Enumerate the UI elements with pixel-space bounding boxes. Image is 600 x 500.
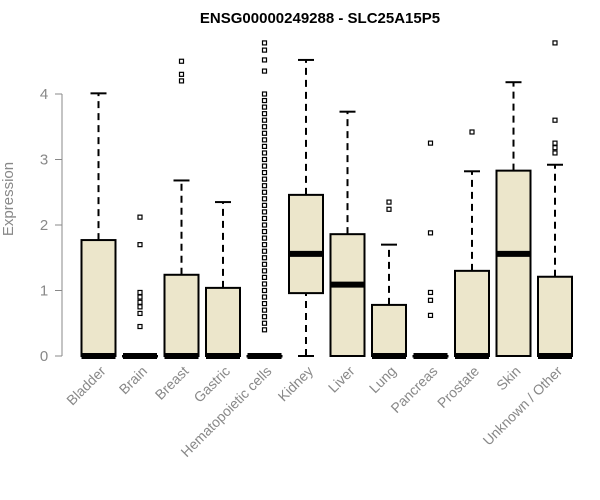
box: [205, 286, 241, 358]
outlier-point: [261, 301, 268, 307]
outlier-point: [261, 104, 268, 110]
outlier-point: [552, 40, 558, 46]
outlier-point: [137, 242, 143, 248]
outlier-point: [552, 145, 558, 151]
outlier-point: [261, 235, 268, 241]
x-tick-label: Prostate: [434, 363, 482, 411]
y-tick-label: 0: [40, 348, 48, 365]
x-tick-label: Bladder: [63, 363, 109, 409]
y-axis-label: Expression: [0, 162, 17, 236]
outlier-point: [178, 78, 185, 84]
outlier-point: [552, 140, 558, 146]
outlier-point: [137, 214, 143, 220]
outlier-point: [261, 57, 268, 63]
outlier-point: [178, 71, 185, 77]
outlier-point: [261, 320, 268, 326]
box: [371, 303, 407, 358]
x-tick-label: Kidney: [275, 363, 317, 405]
outlier-point: [427, 289, 434, 296]
outlier-point: [261, 150, 268, 156]
outlier-point: [552, 117, 558, 123]
outlier-point: [261, 307, 268, 313]
outlier-point: [261, 40, 268, 46]
outlier-point: [261, 137, 268, 143]
outlier-point: [137, 323, 143, 330]
outlier-point: [261, 242, 268, 248]
outlier-point: [261, 97, 268, 104]
box: [329, 233, 366, 357]
box: [163, 273, 200, 357]
outlier-point: [261, 268, 268, 274]
outlier-point: [261, 156, 268, 163]
outlier-point: [261, 222, 268, 228]
outlier-point: [178, 58, 185, 64]
y-tick-label: 1: [40, 283, 48, 300]
outlier-point: [469, 129, 475, 135]
outlier-point: [261, 68, 268, 74]
outlier-point: [261, 294, 268, 300]
outlier-point: [261, 189, 268, 195]
outlier-point: [427, 297, 434, 303]
box: [495, 169, 532, 357]
outlier-point: [261, 327, 268, 333]
outlier-point: [261, 117, 268, 123]
outlier-point: [261, 91, 268, 97]
outlier-point: [261, 47, 268, 53]
box: [80, 239, 117, 357]
outlier-point: [261, 163, 268, 169]
outlier-point: [137, 304, 143, 310]
x-tick-label: Unknown / Other: [480, 363, 566, 449]
outlier-point: [552, 150, 558, 156]
outlier-point: [261, 209, 268, 215]
y-tick-label: 2: [40, 217, 48, 234]
outlier-point: [261, 261, 268, 267]
outlier-point: [261, 143, 268, 149]
outlier-point: [137, 289, 143, 296]
outlier-point: [261, 281, 268, 287]
outlier-point: [427, 312, 434, 318]
outlier-point: [261, 111, 268, 117]
outlier-point: [261, 215, 268, 222]
y-tick-label: 3: [40, 152, 48, 169]
outlier-point: [261, 130, 268, 136]
outlier-point: [261, 287, 268, 294]
outlier-point: [261, 202, 268, 208]
outlier-point: [261, 170, 268, 176]
outlier-point: [261, 228, 268, 235]
outlier-point: [261, 183, 268, 189]
outlier-point: [137, 310, 143, 317]
outlier-point: [261, 314, 268, 320]
chart-title: ENSG00000249288 - SLC25A15P5: [200, 10, 440, 27]
x-tick-label: Breast: [152, 363, 192, 403]
x-tick-label: Skin: [493, 363, 524, 394]
outlier-point: [386, 199, 392, 205]
y-tick-label: 4: [40, 86, 48, 103]
outlier-point: [386, 206, 392, 212]
box: [454, 269, 490, 358]
x-tick-label: Lung: [366, 363, 399, 396]
outlier-point: [137, 294, 143, 300]
box: [537, 275, 573, 357]
outlier-point: [427, 140, 434, 146]
outlier-point: [261, 255, 268, 261]
outlier-point: [137, 299, 143, 305]
x-tick-label: Brain: [116, 363, 150, 397]
outlier-point: [261, 124, 268, 130]
outlier-point: [261, 196, 268, 202]
outlier-point: [261, 248, 268, 254]
box: [288, 193, 324, 295]
outlier-point: [261, 274, 268, 280]
outlier-point: [427, 230, 434, 236]
x-tick-label: Liver: [325, 363, 358, 396]
outlier-point: [261, 176, 268, 182]
